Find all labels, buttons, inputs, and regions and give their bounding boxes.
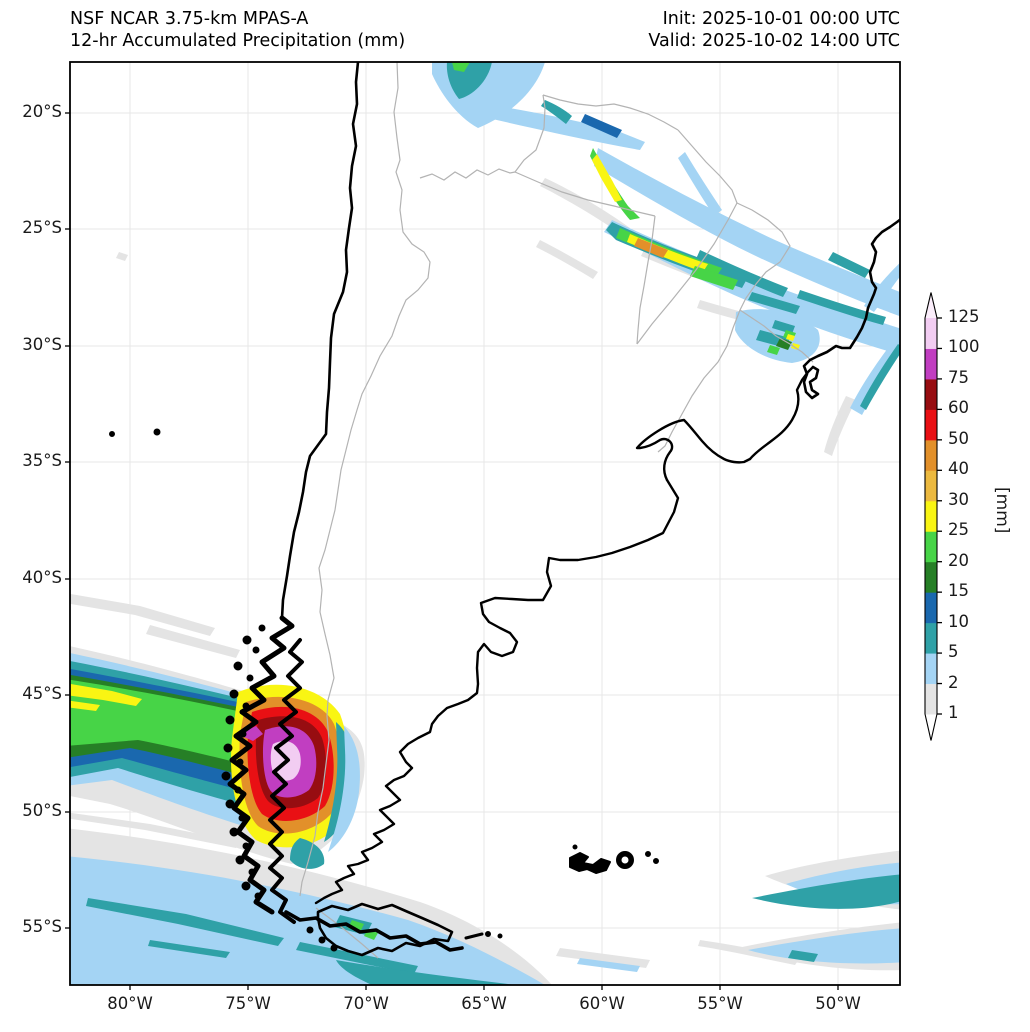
colorbar-tick-label: 2	[948, 672, 959, 692]
colorbar-under-arrow	[925, 714, 937, 741]
y-tick-label: 40°S	[22, 568, 62, 587]
y-tick-label: 45°S	[22, 684, 62, 703]
axis-ticks	[65, 112, 839, 990]
title-line-1: NSF NCAR 3.75-km MPAS-A	[70, 9, 309, 29]
colorbar-tick-label: 10	[948, 611, 969, 631]
colorbar-tick-label: 50	[948, 428, 969, 448]
coastlines	[109, 62, 900, 957]
valid-time: Valid: 2025-10-02 14:00 UTC	[648, 31, 900, 51]
colorbar-tick-label: 15	[948, 581, 969, 601]
x-tick-label: 55°W	[697, 994, 743, 1013]
x-tick-label: 60°W	[579, 994, 625, 1013]
colorbar-tick-label: 25	[948, 520, 969, 540]
colorbar-over-arrow	[925, 292, 937, 318]
colorbar-tick-label: 20	[948, 550, 969, 570]
colorbar-tick-label: 5	[948, 642, 959, 662]
map-frame	[69, 61, 901, 986]
x-tick-label: 75°W	[225, 994, 271, 1013]
y-tick-label: 55°S	[22, 917, 62, 936]
colorbar-tick-label: 30	[948, 489, 969, 509]
x-tick-label: 70°W	[343, 994, 389, 1013]
init-time: Init: 2025-10-01 00:00 UTC	[662, 9, 900, 29]
colorbar-tick-label: 40	[948, 459, 969, 479]
country-borders	[299, 62, 814, 959]
x-tick-label: 50°W	[815, 994, 861, 1013]
gridlines	[70, 62, 900, 985]
y-tick-label: 30°S	[22, 335, 62, 354]
colorbar-tick-label: 75	[948, 367, 969, 387]
run-times: Init: 2025-10-01 00:00 UTC Valid: 2025-1…	[648, 8, 900, 52]
colorbar-tick-label: 100	[948, 337, 980, 357]
y-tick-label: 50°S	[22, 801, 62, 820]
x-tick-label: 65°W	[461, 994, 507, 1013]
colorbar-tick-label: 60	[948, 398, 969, 418]
y-tick-label: 35°S	[22, 451, 62, 470]
precip-shading	[70, 62, 900, 985]
figure-title: NSF NCAR 3.75-km MPAS-A 12-hr Accumulate…	[70, 8, 405, 52]
x-tick-label: 80°W	[107, 994, 153, 1013]
y-tick-label: 20°S	[22, 102, 62, 121]
y-tick-label: 25°S	[22, 218, 62, 237]
colorbar-unit-label: [mm]	[992, 487, 1012, 534]
colorbar	[924, 292, 942, 741]
colorbar-tick-label: 1	[948, 703, 959, 722]
colorbar-tick-label: 125	[948, 307, 980, 326]
title-line-2: 12-hr Accumulated Precipitation (mm)	[70, 31, 406, 51]
